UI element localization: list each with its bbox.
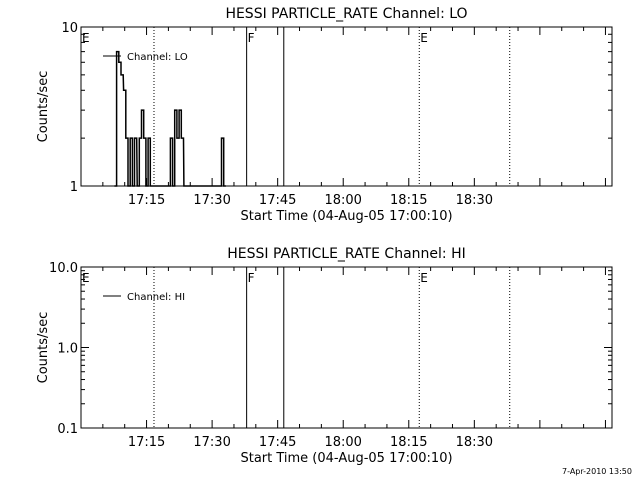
- legend-label: Channel: HI: [127, 292, 185, 303]
- marker-label: F: [248, 271, 255, 285]
- x-tick-label: 18:00: [324, 435, 361, 450]
- x-axis-label: Start Time (04-Aug-05 17:00:10): [240, 209, 452, 224]
- legend-label: Channel: LO: [127, 52, 188, 63]
- marker-label: E: [82, 31, 90, 45]
- plot-frame: [80, 26, 613, 187]
- marker-label: E: [82, 271, 90, 285]
- x-tick-label: 17:15: [128, 193, 165, 208]
- timestamp-footer: 7-Apr-2010 13:50: [562, 467, 632, 476]
- y-tick-label: 1: [70, 180, 78, 195]
- y-axis-label: Counts/sec: [36, 71, 51, 143]
- chart-title: HESSI PARTICLE_RATE Channel: LO: [225, 6, 467, 22]
- x-tick-label: 17:30: [193, 193, 230, 208]
- marker-label: E: [420, 271, 428, 285]
- y-tick-label: 1.0: [57, 342, 78, 357]
- x-axis-label: Start Time (04-Aug-05 17:00:10): [240, 451, 452, 466]
- x-tick-label: 18:30: [456, 193, 493, 208]
- y-tick-label: 0.1: [57, 422, 78, 437]
- marker-label: F: [248, 31, 255, 45]
- x-tick-label: 18:15: [390, 435, 427, 450]
- x-tick-label: 17:15: [128, 435, 165, 450]
- series-line: [114, 50, 226, 187]
- y-axis-label: Counts/sec: [36, 312, 51, 384]
- x-tick-label: 18:15: [390, 193, 427, 208]
- chart-title: HESSI PARTICLE_RATE Channel: HI: [227, 246, 465, 262]
- x-tick-label: 18:00: [324, 193, 361, 208]
- x-tick-label: 17:30: [193, 435, 230, 450]
- x-tick-label: 17:45: [259, 193, 296, 208]
- lo-channel-panel: HESSI PARTICLE_RATE Channel: LO 17:15 17:3…: [36, 6, 613, 224]
- hi-channel-panel: HESSI PARTICLE_RATE Channel: HI 17:15 17:3…: [36, 246, 613, 466]
- x-tick-label: 17:45: [259, 435, 296, 450]
- y-tick-label: 10.0: [49, 261, 78, 276]
- marker-label: E: [420, 31, 428, 45]
- x-tick-label: 18:30: [456, 435, 493, 450]
- y-tick-label: 10: [61, 21, 78, 36]
